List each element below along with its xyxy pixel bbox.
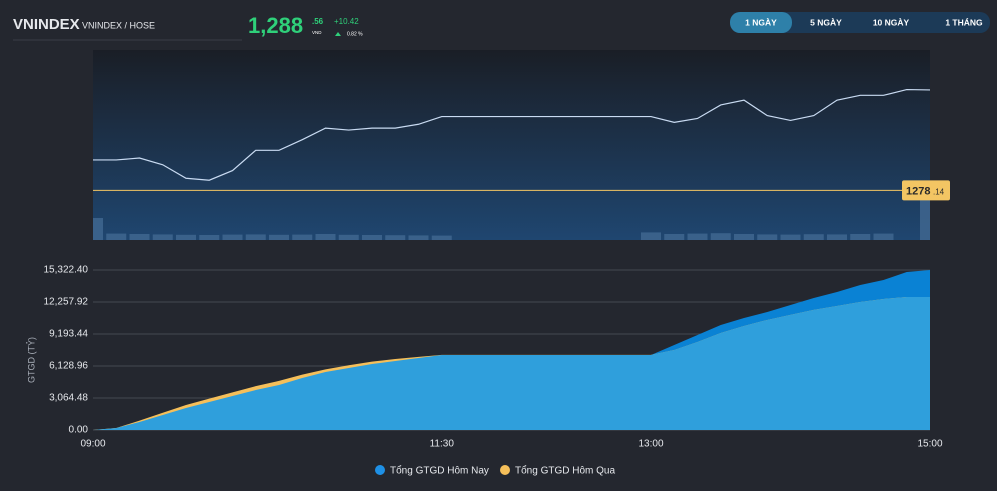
volume-bar	[920, 200, 930, 240]
tab-bar	[730, 12, 990, 33]
volume-bar	[408, 235, 429, 240]
legend-label: Tổng GTGD Hôm Qua	[515, 465, 615, 477]
y-tick-label: 12,257.92	[44, 297, 89, 308]
volume-bar	[152, 234, 173, 240]
reference-tag	[902, 180, 950, 201]
y-axis-label: GTGD (TỶ)	[25, 337, 36, 383]
tab[interactable]: 1 NGÀY	[730, 12, 792, 33]
tab[interactable]: 1 THÁNG	[945, 17, 983, 27]
tab-label[interactable]: 10 NGÀY	[873, 17, 910, 27]
volume-bar	[850, 234, 871, 240]
reference-label: 1278	[906, 185, 930, 197]
tab-label[interactable]: 1 THÁNG	[945, 17, 983, 27]
overlap-area	[93, 296, 930, 430]
volume-bar	[362, 235, 382, 240]
volume-bar	[664, 234, 685, 240]
y-tick-label: 6,128.96	[49, 361, 88, 372]
legend-label: Tổng GTGD Hôm Nay	[390, 465, 489, 477]
tabs: 1 NGÀY 5 NGÀY 10 NGÀY 1 THÁNG	[730, 12, 983, 33]
volume-bar	[176, 234, 196, 240]
index-subtitle: VNINDEX / HOSE	[82, 20, 155, 30]
change-percent: 0.82 %	[347, 31, 363, 37]
volume-bar	[292, 234, 313, 240]
reference-decimals: .14	[933, 188, 945, 197]
volume-bar	[338, 234, 359, 240]
y-tick-label: 3,064.48	[49, 393, 88, 404]
price: 1,288	[248, 13, 303, 38]
volume-bar	[710, 233, 731, 240]
volume-bar	[431, 235, 452, 240]
active-tab-bg	[730, 12, 792, 33]
volume-bar	[827, 234, 847, 240]
price-chart: 1278.14	[93, 88, 950, 240]
y-tick-label: 15,322.40	[44, 265, 89, 276]
y-tick-label: 0.00	[69, 425, 89, 436]
volume-bar	[106, 233, 127, 240]
x-tick-label: 13:00	[638, 439, 663, 450]
tab-label[interactable]: 1 NGÀY	[745, 17, 777, 27]
volume-bar	[315, 234, 336, 240]
volume-bar	[757, 234, 778, 240]
volume-bar	[873, 233, 894, 240]
volume-bar	[222, 234, 243, 240]
price-line	[93, 88, 931, 181]
price-plot-area	[93, 50, 930, 240]
volume-bar	[93, 218, 103, 240]
volume-bar	[269, 234, 289, 240]
x-tick-label: 15:00	[917, 439, 942, 450]
up-arrow	[335, 32, 341, 36]
legend-marker	[375, 465, 385, 475]
index-title: VNINDEX	[13, 16, 80, 33]
legend-marker	[500, 465, 510, 475]
tab[interactable]: 10 NGÀY	[873, 17, 910, 27]
volume-bar	[245, 234, 266, 240]
volume-bar	[803, 234, 824, 240]
volume-bar	[641, 232, 661, 240]
volume-bar	[780, 234, 801, 240]
change: +10.42	[334, 17, 359, 26]
price-decimals: .56	[312, 17, 324, 26]
tab[interactable]: 5 NGÀY	[810, 17, 842, 27]
volume-bar	[687, 233, 708, 240]
currency: VND	[312, 30, 322, 35]
x-tick-label: 11:30	[430, 439, 455, 450]
x-tick-label: 09:00	[80, 439, 105, 450]
volume-bar	[199, 235, 220, 240]
tab-label[interactable]: 5 NGÀY	[810, 17, 842, 27]
volume-bar	[385, 235, 406, 240]
volume-bar	[129, 234, 150, 240]
value-chart: 0.00 3,064.48 6,128.96 9,193.44 12,257.92 15,…	[25, 265, 943, 477]
y-tick-label: 9,193.44	[49, 329, 88, 340]
volume-bar	[734, 234, 754, 240]
